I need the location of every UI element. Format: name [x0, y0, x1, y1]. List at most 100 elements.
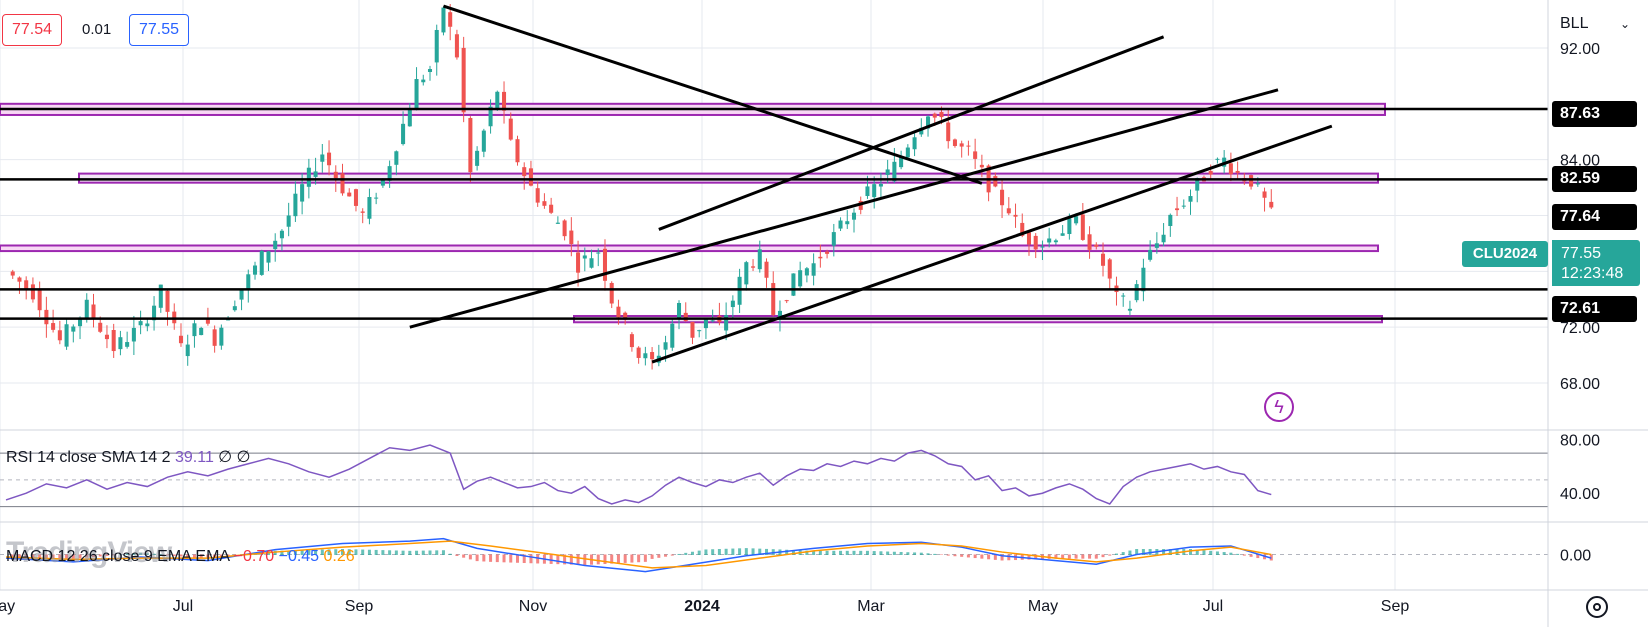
- candle-body: [118, 337, 123, 350]
- candle-body: [387, 166, 392, 181]
- macd-histogram-bar: [374, 549, 378, 555]
- macd-histogram-bar: [139, 552, 143, 555]
- candle-body: [596, 252, 601, 254]
- macd-histogram-bar: [307, 549, 311, 555]
- candle-body: [589, 258, 594, 268]
- macd-histogram-bar: [468, 554, 472, 560]
- macd-histogram-bar: [179, 554, 183, 557]
- candle-body: [528, 168, 533, 186]
- candle-body: [427, 69, 433, 72]
- macd-histogram-bar: [125, 553, 129, 555]
- macd-histogram-bar: [724, 548, 728, 555]
- settings-gear-icon[interactable]: [1586, 596, 1608, 618]
- candle-body: [1080, 214, 1085, 240]
- currency-label: BLL: [1560, 15, 1589, 32]
- macd-histogram-bar: [401, 550, 405, 555]
- rsi-legend[interactable]: RSI 14 close SMA 14 2 39.11 ∅ ∅: [6, 447, 251, 467]
- candle-body: [926, 116, 931, 129]
- currency-selector[interactable]: BLL ⌄: [1552, 10, 1640, 38]
- macd-histogram-bar: [320, 549, 324, 555]
- macd-histogram-bar: [300, 550, 304, 555]
- candle-body: [57, 330, 62, 341]
- trendline: [442, 4, 983, 185]
- candle-body: [878, 184, 883, 187]
- grid: [0, 0, 1548, 590]
- candle-body: [51, 323, 56, 330]
- rsi-tick-label: 40.00: [1560, 486, 1600, 503]
- macd-histogram-bar: [576, 554, 580, 565]
- macd-histogram-bar: [1088, 554, 1092, 559]
- macd-histogram-bar: [1222, 552, 1226, 555]
- candle-body: [952, 139, 957, 146]
- macd-histogram-bar: [563, 554, 567, 565]
- candle-body: [1100, 253, 1106, 266]
- macd-histogram-bar: [1034, 554, 1038, 560]
- macd-histogram-bar: [886, 551, 890, 555]
- candle-body: [919, 127, 924, 135]
- macd-histogram-bar: [495, 554, 499, 563]
- macd-legend[interactable]: MACD 12 26 close 9 EMA EMA −0.70 −0.45 0…: [6, 548, 355, 566]
- candle-body: [724, 315, 729, 331]
- bar-countdown: 12:23:48: [1561, 265, 1624, 282]
- candle-body: [1228, 163, 1233, 175]
- macd-histogram-bar: [38, 554, 42, 558]
- macd-histogram-bar: [421, 550, 425, 555]
- macd-histogram-bar: [852, 550, 856, 555]
- candle-body: [1161, 234, 1166, 243]
- macd-histogram-bar: [455, 554, 459, 556]
- macd-label: MACD 12 26 close 9 EMA EMA: [6, 548, 230, 565]
- macd-histogram-bar: [603, 554, 607, 564]
- bid-price[interactable]: 77.54: [2, 14, 63, 46]
- candle-body: [199, 327, 204, 336]
- macd-histogram-bar: [966, 554, 970, 558]
- macd-histogram-bar: [213, 554, 217, 558]
- candle-body: [30, 284, 35, 300]
- candle-body: [1141, 267, 1146, 292]
- macd-histogram-bar: [704, 549, 708, 555]
- candle-body: [522, 167, 527, 177]
- candle-body: [616, 306, 621, 318]
- macd-histogram-bar: [367, 549, 371, 555]
- candle-body: [744, 262, 749, 285]
- macd-histogram-bar: [327, 549, 331, 555]
- macd-histogram-bar: [361, 549, 365, 555]
- price-label-resistance: 82.59: [1552, 166, 1637, 192]
- candle-body: [549, 204, 554, 213]
- candle-body: [851, 212, 857, 220]
- candle-body: [959, 143, 964, 147]
- macd-histogram-bar: [785, 549, 789, 555]
- candle-body: [279, 230, 284, 239]
- macd-histogram-bar: [960, 554, 964, 557]
- macd-histogram-bar: [415, 550, 419, 555]
- candle-body: [44, 309, 49, 325]
- macd-histogram-bar: [428, 550, 432, 555]
- macd-histogram-bar: [865, 550, 869, 555]
- current-price-box: 77.55 12:23:48: [1552, 240, 1640, 286]
- macd-histogram-bar: [509, 554, 513, 563]
- candle-body: [1121, 295, 1126, 297]
- macd-histogram-bar: [226, 554, 230, 557]
- candle-body: [932, 113, 937, 118]
- candle-body: [64, 324, 69, 347]
- candle-body: [353, 189, 358, 206]
- ask-price[interactable]: 77.55: [129, 14, 190, 46]
- flash-icon[interactable]: ϟ: [1264, 392, 1294, 422]
- macd-histogram-bar: [939, 554, 943, 555]
- macd-histogram-bar: [273, 550, 277, 555]
- macd-histogram-bar: [118, 554, 122, 555]
- price-label-support: 72.61: [1552, 296, 1637, 322]
- macd-histogram-bar: [65, 554, 69, 559]
- candle-body: [993, 176, 998, 187]
- candle-body: [1215, 158, 1220, 160]
- candle-body: [542, 201, 547, 206]
- macd-histogram-bar: [1162, 549, 1166, 555]
- candle-body: [535, 188, 540, 203]
- candle-body: [751, 266, 756, 268]
- candle-body: [10, 271, 15, 276]
- macd-histogram-bar: [280, 550, 284, 555]
- candle-body: [441, 7, 446, 33]
- macd-histogram-bar: [448, 553, 452, 555]
- x-tick-label: Nov: [519, 598, 547, 615]
- rsi-pane: [0, 444, 1548, 508]
